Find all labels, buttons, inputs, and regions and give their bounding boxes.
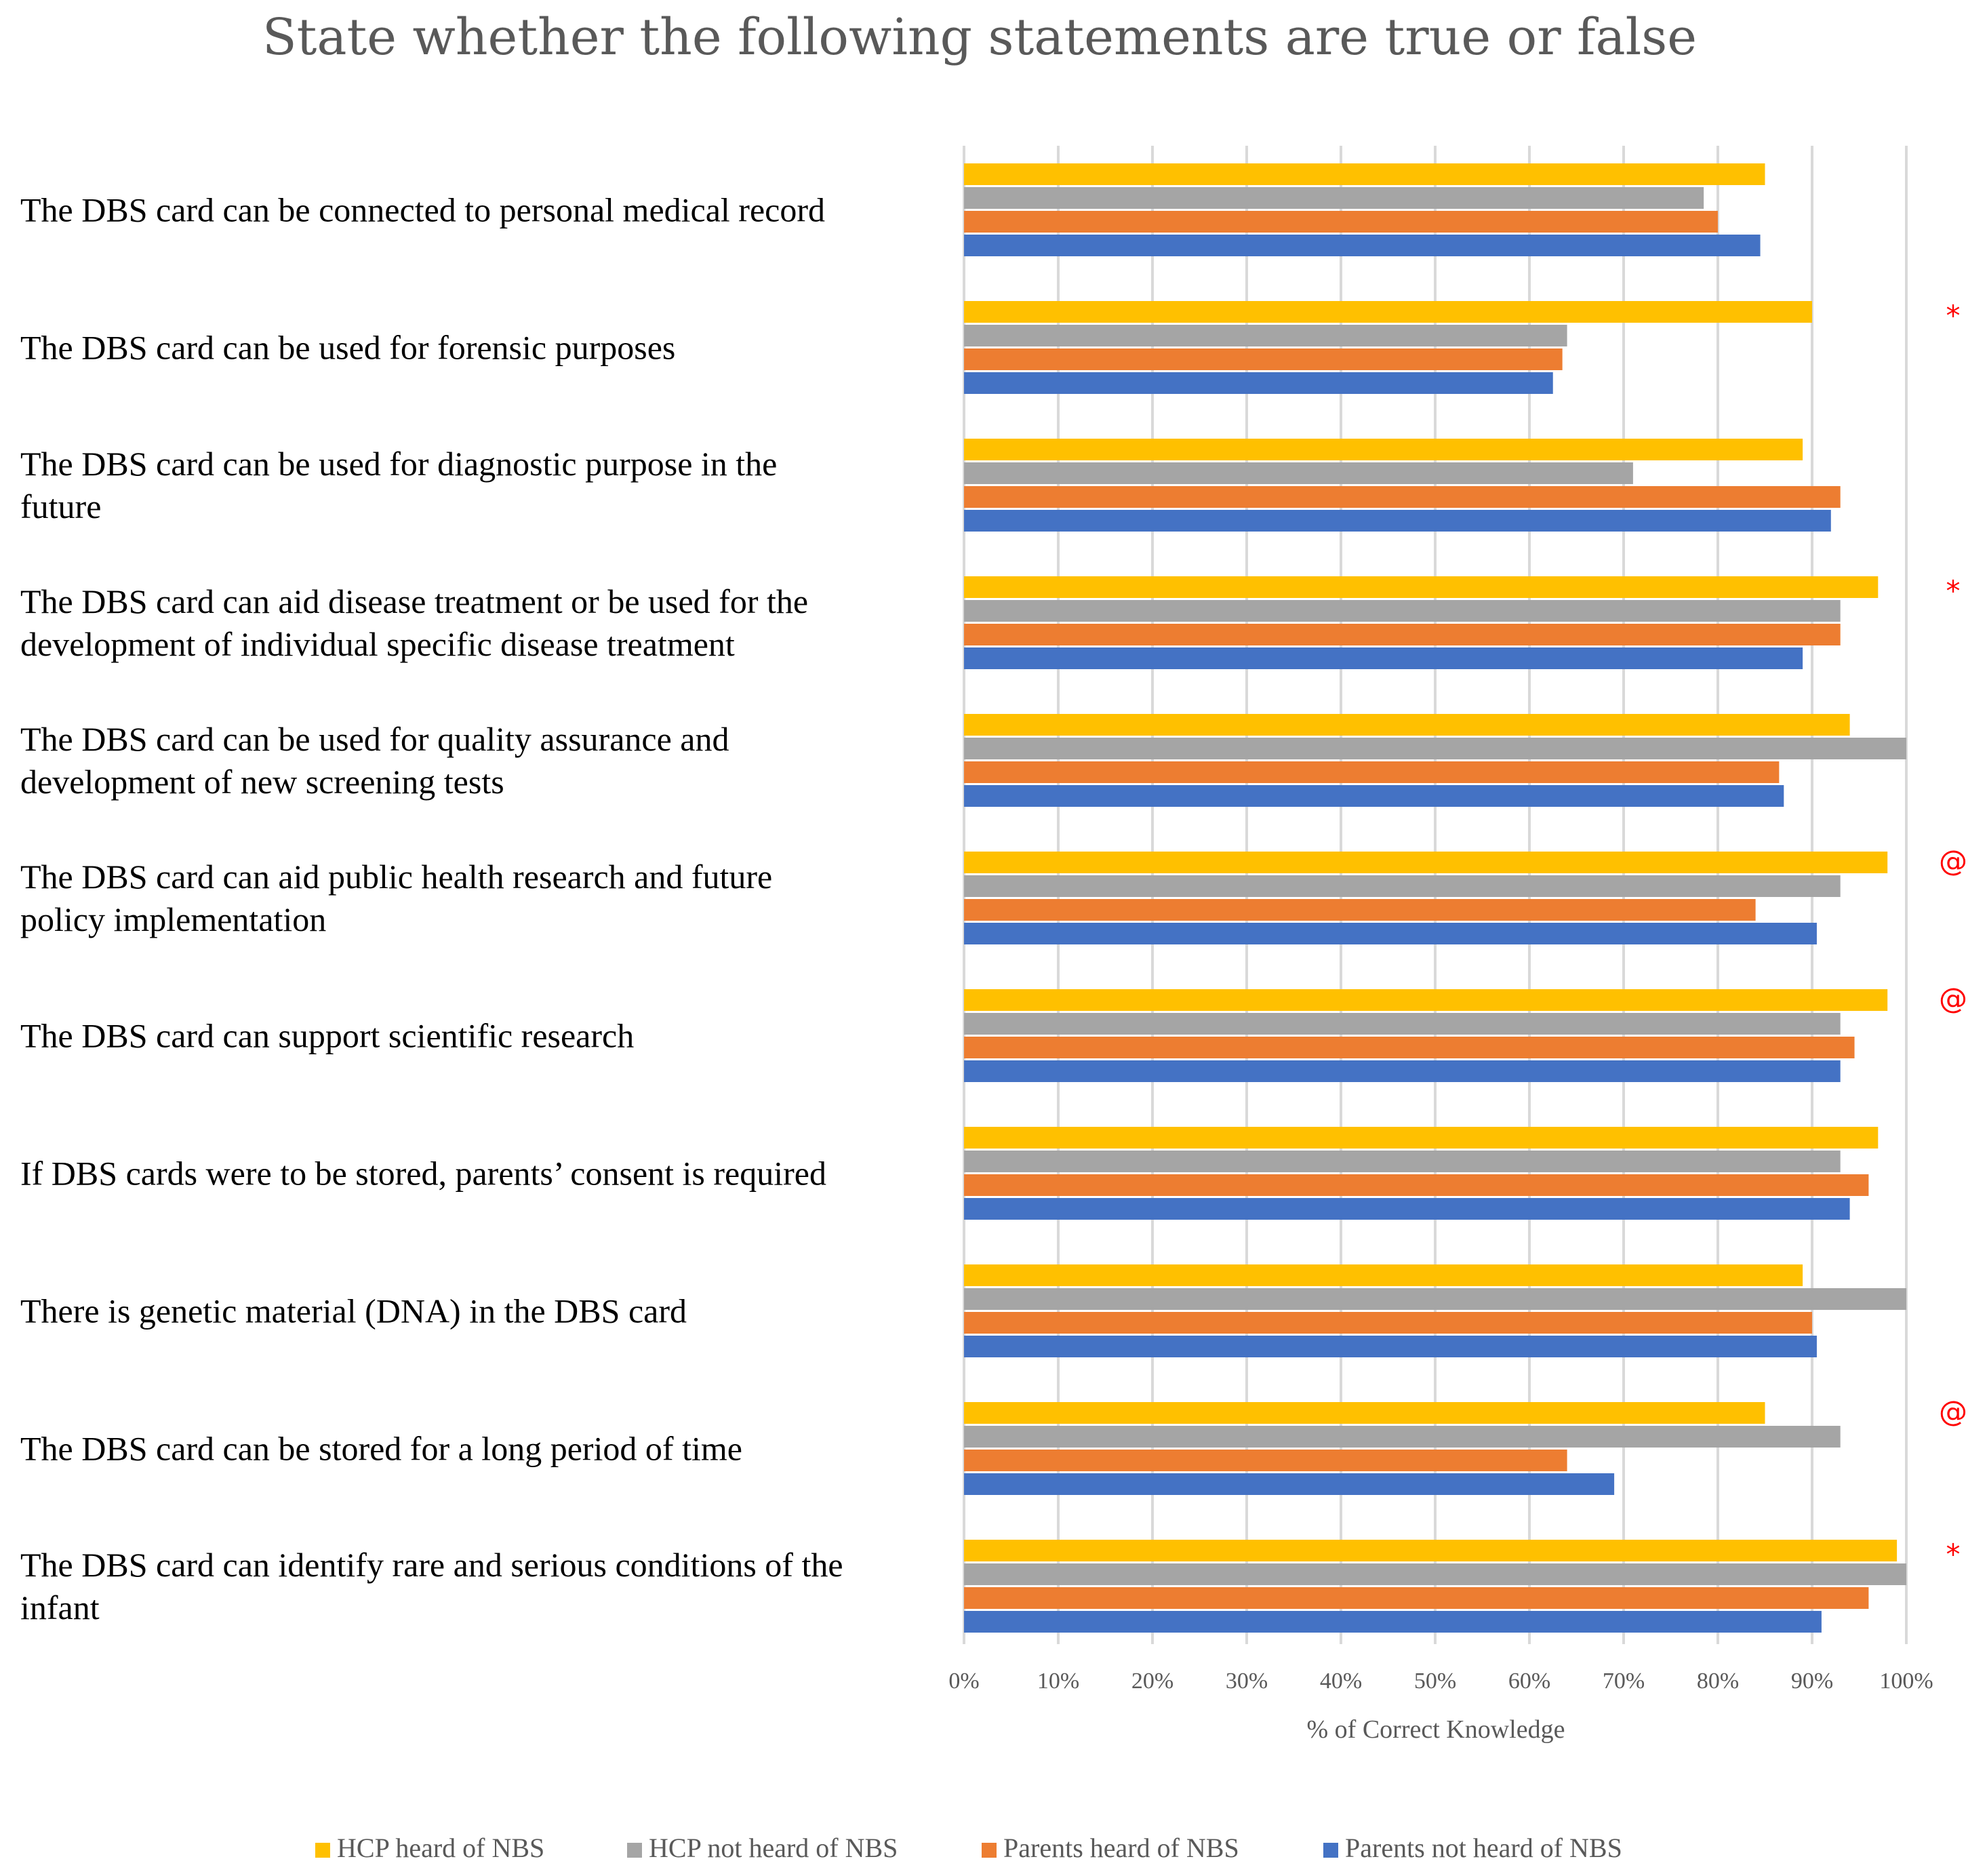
x-tick-label: 90% [1791,1669,1833,1694]
bar [964,235,1761,256]
bar [964,325,1567,346]
category-label: The DBS card can be used for quality ass… [20,720,729,801]
category-label: If DBS cards were to be stored, parents’… [20,1155,826,1193]
x-axis-ticks: 0% 10% 20% 30% 40% 50% 60% 70% 80% 90% 100% [948,1669,1933,1694]
bar [964,1013,1841,1035]
bar [964,624,1841,645]
legend-item: HCP heard of NBS [315,1833,544,1863]
significance-markers: * * @ @ @ * [1939,299,1967,1571]
bar [964,1611,1822,1633]
x-tick-label: 10% [1037,1669,1079,1694]
legend-label: HCP heard of NBS [337,1833,544,1863]
x-tick-label: 40% [1320,1669,1362,1694]
bar [964,647,1803,669]
category-label: The DBS card can be used for forensic pu… [20,329,675,367]
bar [964,738,1906,759]
category-labels: The DBS card can be connected to persona… [20,191,843,1627]
x-axis-label: % of Correct Knowledge [1307,1715,1565,1744]
bar [964,348,1563,370]
bar [964,852,1888,873]
bar [964,923,1817,944]
significance-marker: * [1946,574,1961,607]
bar [964,1060,1841,1082]
x-tick-label: 60% [1508,1669,1550,1694]
bar [964,211,1718,233]
bar [964,1473,1615,1495]
category-label: The DBS card can support scientific rese… [20,1017,634,1055]
bar [964,1312,1812,1334]
bar [964,1587,1869,1609]
legend-item: HCP not heard of NBS [627,1833,898,1863]
significance-marker: * [1946,299,1961,332]
legend-swatch [315,1843,330,1858]
bar [964,163,1765,185]
bar [964,576,1879,598]
bar [964,1402,1765,1424]
bar [964,875,1841,897]
legend-swatch [982,1843,997,1858]
bar [964,899,1756,921]
bar [964,761,1780,783]
x-tick-label: 50% [1414,1669,1456,1694]
bar [964,989,1888,1011]
x-tick-label: 20% [1131,1669,1173,1694]
significance-marker: @ [1939,1395,1967,1428]
bar [964,785,1784,807]
category-label: The DBS card can aid public health resea… [20,858,772,938]
x-tick-label: 100% [1879,1669,1933,1694]
bar [964,1288,1906,1310]
bar [964,486,1841,508]
category-label: The DBS card can identify rare and serio… [20,1546,843,1626]
legend-swatch [627,1843,642,1858]
bar [964,600,1841,622]
chart-title: State whether the following statements a… [262,8,1697,66]
bar [964,372,1553,394]
bar [964,1174,1869,1196]
bar [964,1198,1850,1220]
category-label: The DBS card can be stored for a long pe… [20,1430,742,1468]
bar [964,439,1803,460]
bar [964,1151,1841,1172]
bar [964,1037,1855,1058]
legend-label: HCP not heard of NBS [649,1833,898,1863]
x-tick-label: 80% [1697,1669,1739,1694]
bar [964,187,1704,209]
legend-label: Parents not heard of NBS [1345,1833,1622,1863]
x-tick-label: 30% [1226,1669,1268,1694]
bar [964,1264,1803,1286]
significance-marker: @ [1939,982,1967,1015]
category-label: The DBS card can be used for diagnostic … [20,445,777,525]
x-tick-label: 0% [948,1669,979,1694]
bar [964,510,1831,532]
category-label: The DBS card can be connected to persona… [20,191,825,229]
bar [964,1540,1898,1561]
bar [964,1450,1567,1471]
bar [964,1336,1817,1357]
bar [964,462,1633,484]
category-label: There is genetic material (DNA) in the D… [20,1292,687,1330]
legend-item: Parents heard of NBS [982,1833,1239,1863]
bar [964,1563,1906,1585]
bar [964,1426,1841,1448]
legend-item: Parents not heard of NBS [1323,1833,1622,1863]
x-tick-label: 70% [1603,1669,1645,1694]
bars [964,163,1906,1633]
significance-marker: @ [1939,844,1967,877]
bar [964,301,1812,323]
bar [964,1127,1879,1149]
bar [964,714,1850,736]
significance-marker: * [1946,1538,1961,1571]
legend: HCP heard of NBS HCP not heard of NBS Pare… [315,1833,1622,1863]
legend-swatch [1323,1843,1338,1858]
category-label: The DBS card can aid disease treatment o… [20,582,808,663]
legend-label: Parents heard of NBS [1003,1833,1239,1863]
